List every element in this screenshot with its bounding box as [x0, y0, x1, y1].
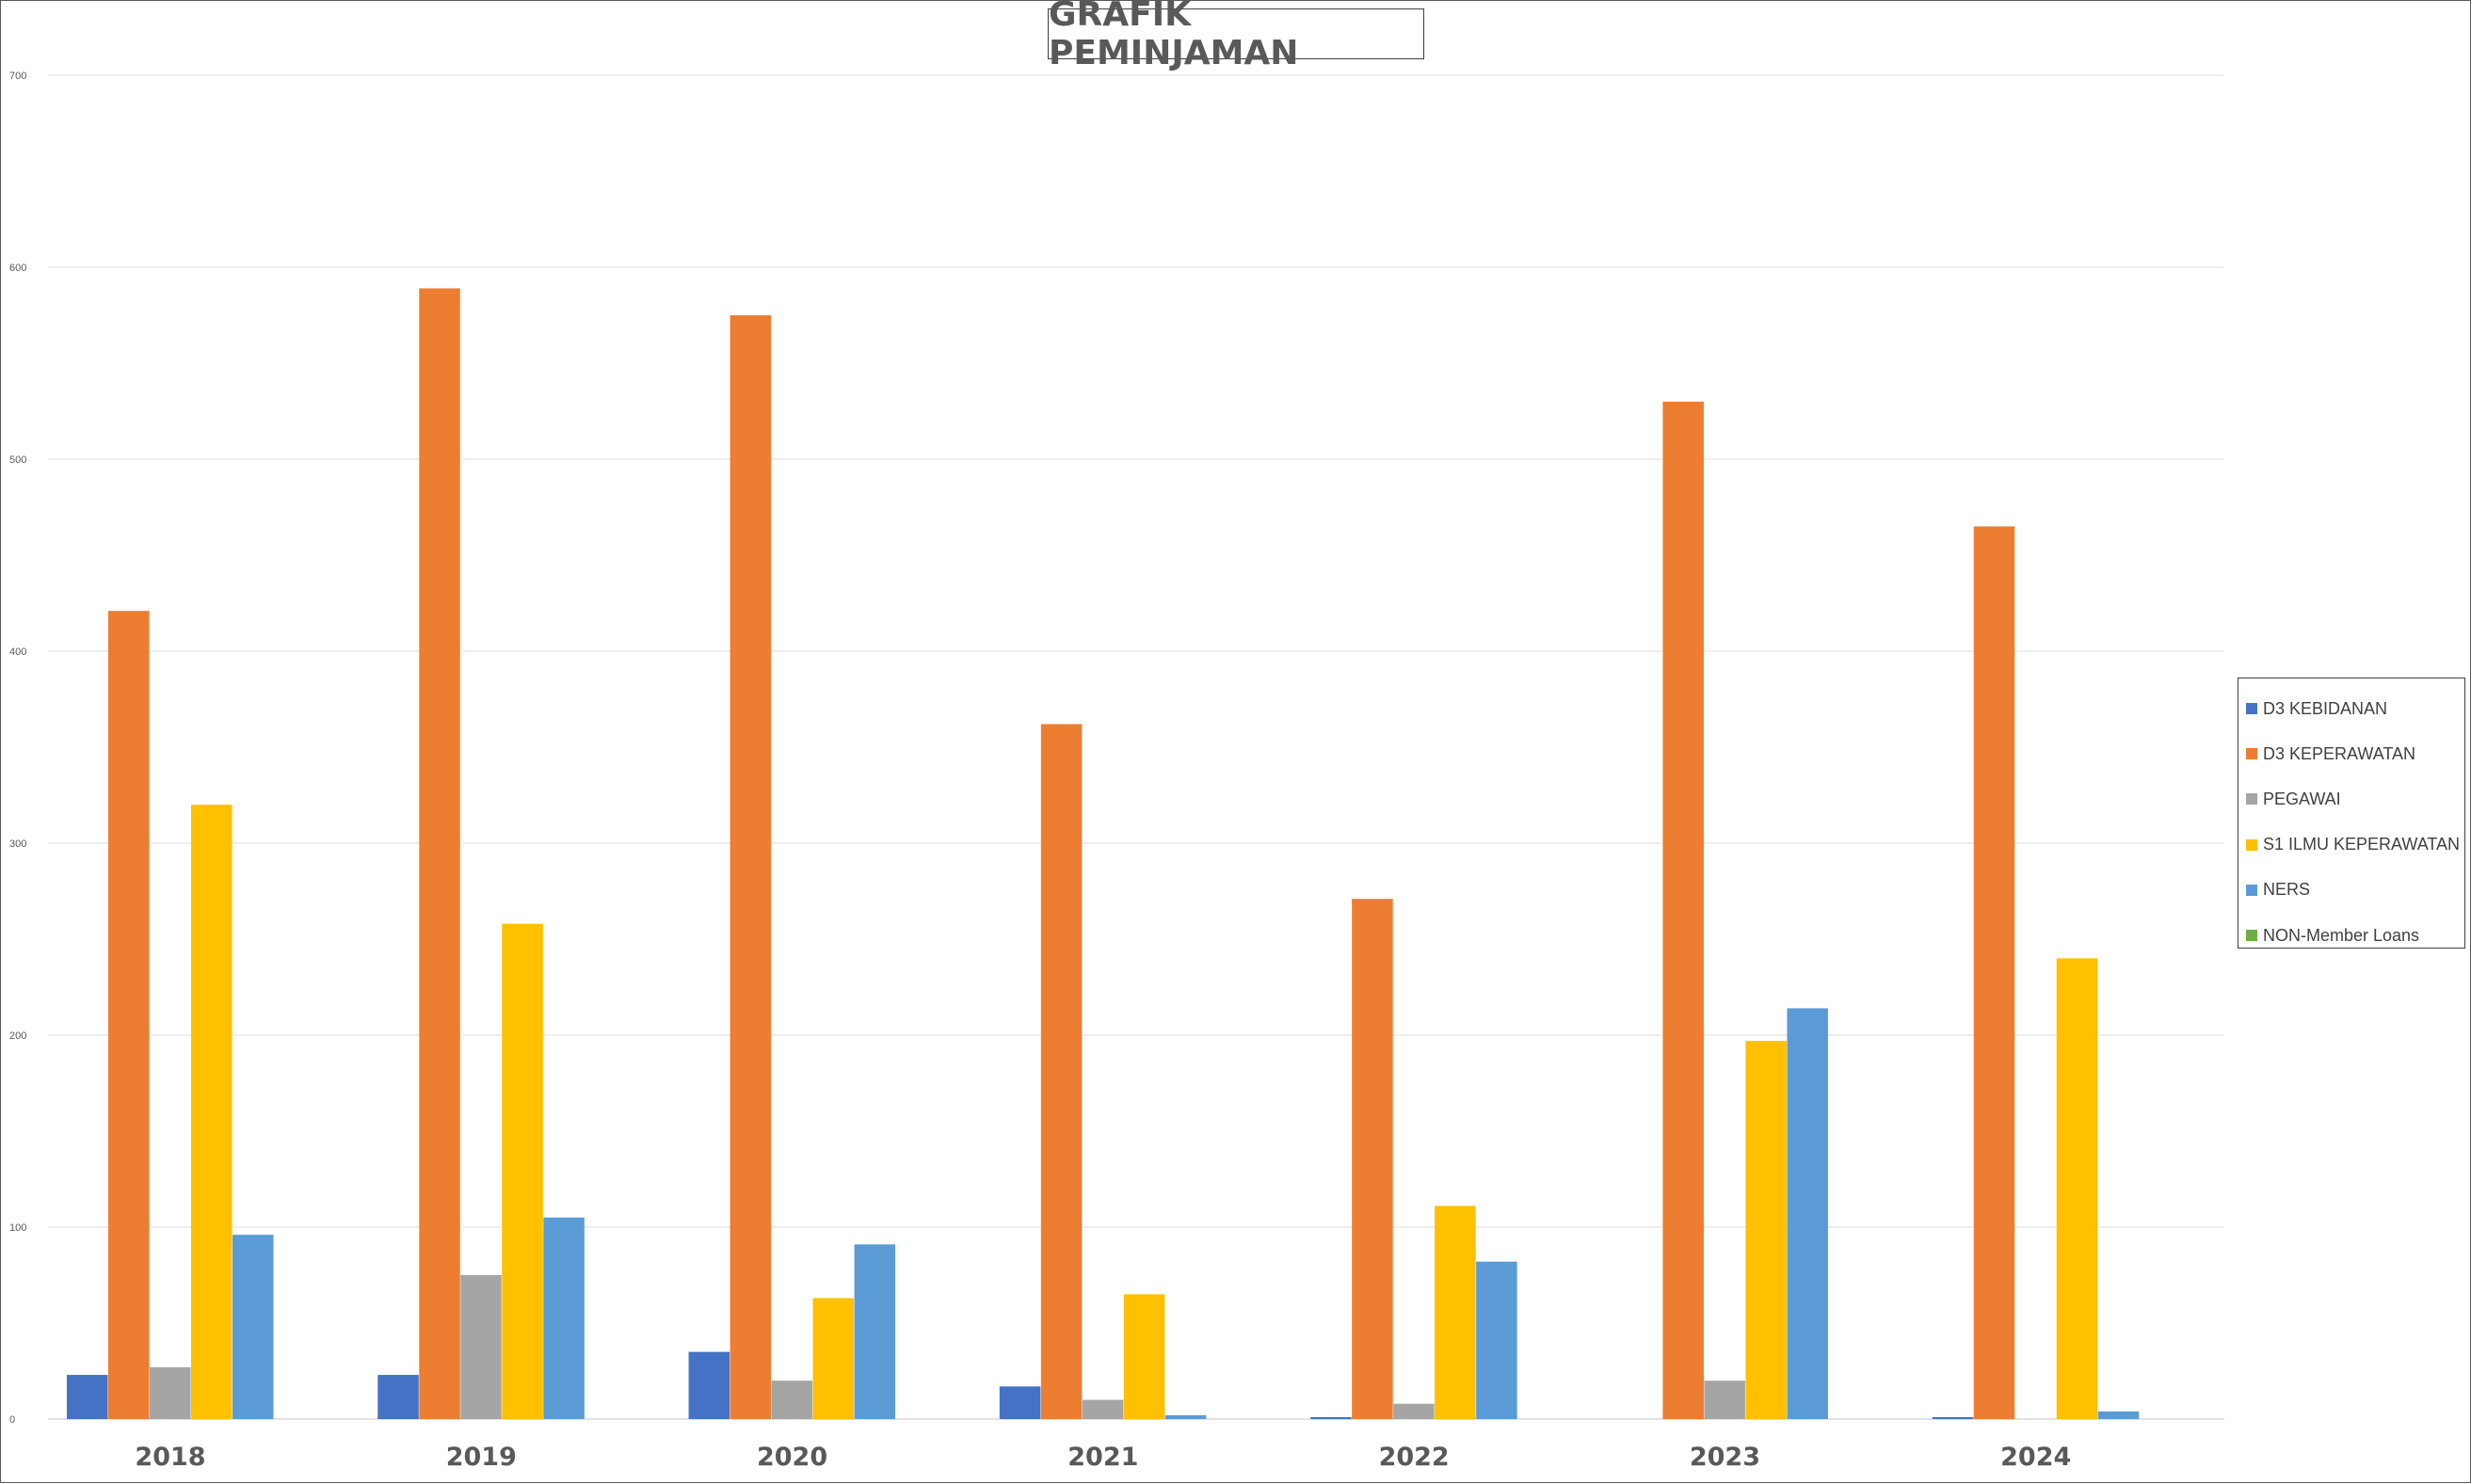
y-tick-label: 300	[9, 838, 26, 850]
bar-d3-kebidanan-2018	[67, 1375, 108, 1419]
legend-swatch	[2246, 930, 2257, 942]
bar-pegawai-2023	[1704, 1380, 1745, 1419]
bar-s1-ilmu-keperawatan-2021	[1123, 1294, 1165, 1419]
bar-pegawai-2022	[1393, 1403, 1435, 1419]
y-tick-label: 600	[9, 263, 26, 274]
bar-d3-kebidanan-2022	[1310, 1416, 1352, 1419]
bar-s1-ilmu-keperawatan-2018	[191, 805, 233, 1419]
legend-label: PEGAWAI	[2263, 789, 2341, 808]
x-tick-label: 2023	[1690, 1443, 1760, 1472]
bar-d3-keperawatan-2021	[1040, 724, 1083, 1419]
legend-label: S1 ILMU KEPERAWATAN	[2263, 835, 2461, 854]
bar-ners-2024	[2097, 1411, 2140, 1419]
bar-ners-2021	[1164, 1414, 1207, 1419]
y-tick-label: 500	[9, 455, 26, 466]
bar-pegawai-2019	[460, 1275, 502, 1419]
bar-s1-ilmu-keperawatan-2020	[812, 1298, 855, 1419]
bar-ners-2018	[233, 1235, 274, 1419]
bar-s1-ilmu-keperawatan-2024	[2056, 958, 2098, 1419]
bar-d3-keperawatan-2018	[108, 611, 150, 1419]
legend-item: NERS	[2246, 868, 2464, 913]
legend-label: NERS	[2263, 880, 2311, 900]
legend-item: PEGAWAI	[2246, 776, 2464, 822]
legend-item: D3 KEPERAWATAN	[2246, 731, 2464, 776]
y-tick-label: 400	[9, 646, 26, 658]
x-tick-label: 2024	[2000, 1443, 2071, 1472]
bar-d3-kebidanan-2024	[1932, 1416, 1974, 1419]
bar-d3-kebidanan-2020	[688, 1351, 730, 1419]
legend-label: D3 KEBIDANAN	[2263, 698, 2388, 718]
bar-pegawai-2020	[771, 1380, 813, 1419]
legend-item: S1 ILMU KEPERAWATAN	[2246, 822, 2464, 868]
x-tick-label: 2021	[1067, 1443, 1138, 1472]
bar-d3-keperawatan-2020	[730, 315, 772, 1419]
y-tick-label: 0	[9, 1414, 15, 1426]
legend-swatch	[2246, 748, 2257, 760]
legend-swatch	[2246, 884, 2257, 896]
y-tick-label: 100	[9, 1222, 26, 1234]
legend-swatch	[2246, 838, 2257, 851]
bar-d3-keperawatan-2022	[1352, 899, 1393, 1419]
bar-pegawai-2021	[1082, 1399, 1124, 1419]
y-tick-label: 700	[9, 71, 26, 82]
legend-swatch	[2246, 703, 2257, 715]
bar-ners-2023	[1787, 1008, 1828, 1419]
bar-ners-2020	[854, 1244, 896, 1419]
bar-pegawai-2018	[150, 1366, 191, 1419]
x-tick-label: 2022	[1379, 1443, 1450, 1472]
bar-s1-ilmu-keperawatan-2023	[1745, 1041, 1787, 1419]
bar-s1-ilmu-keperawatan-2022	[1435, 1205, 1476, 1419]
legend-label: D3 KEPERAWATAN	[2263, 743, 2416, 763]
chart-legend: D3 KEBIDANAN D3 KEPERAWATAN PEGAWAI S1 ILMU…	[2238, 678, 2465, 949]
x-tick-label: 2020	[757, 1443, 827, 1472]
legend-swatch	[2246, 793, 2257, 806]
legend-item: NON-Member Loans	[2246, 913, 2464, 958]
legend-label: NON-Member Loans	[2263, 925, 2420, 945]
bar-d3-kebidanan-2021	[999, 1386, 1041, 1419]
legend-item: D3 KEBIDANAN	[2246, 686, 2464, 731]
bar-d3-keperawatan-2024	[1973, 526, 2015, 1419]
y-tick-label: 200	[9, 1030, 26, 1042]
bar-ners-2019	[543, 1217, 585, 1419]
x-tick-label: 2019	[446, 1443, 517, 1472]
bar-s1-ilmu-keperawatan-2019	[502, 923, 543, 1419]
bar-d3-kebidanan-2019	[377, 1375, 419, 1419]
bar-d3-keperawatan-2023	[1662, 401, 1704, 1419]
bar-d3-keperawatan-2019	[419, 288, 460, 1420]
bar-ners-2022	[1476, 1261, 1517, 1419]
x-tick-label: 2018	[135, 1443, 205, 1472]
